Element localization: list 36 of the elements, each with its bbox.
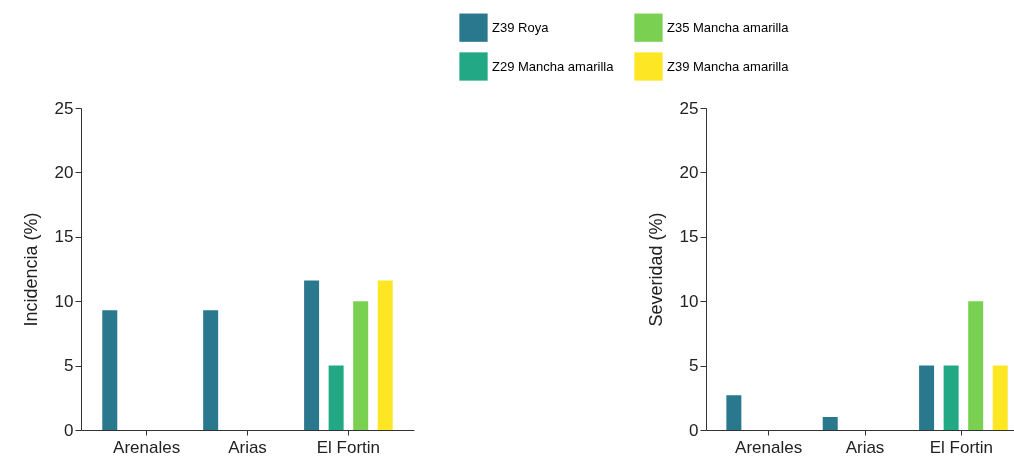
- bar: [304, 280, 320, 430]
- y-tick-label: 0: [64, 420, 74, 440]
- bar: [968, 301, 984, 430]
- bar: [203, 310, 219, 430]
- y-axis-title: Severidad (%): [645, 212, 666, 327]
- x-tick-label: El Fortin: [316, 437, 381, 457]
- bar: [992, 365, 1008, 430]
- y-tick-label: 25: [54, 98, 74, 118]
- y-tick-label: 5: [689, 356, 699, 376]
- legend-label: Z35 Mancha amarilla: [667, 19, 790, 35]
- x-tick-label: Arias: [228, 437, 267, 457]
- bar: [726, 395, 742, 430]
- y-tick-label: 0: [689, 420, 699, 440]
- x-tick-label: Arenales: [113, 437, 181, 457]
- bar: [353, 301, 369, 430]
- bar: [943, 365, 959, 430]
- y-tick-label: 25: [679, 98, 699, 118]
- bar: [822, 417, 838, 430]
- y-tick-label: 20: [679, 162, 699, 182]
- y-tick-label: 15: [54, 227, 74, 247]
- bar: [102, 310, 118, 430]
- bar: [328, 365, 344, 430]
- x-tick-label: El Fortin: [929, 437, 994, 457]
- legend-label: Z29 Mancha amarilla: [492, 58, 615, 74]
- x-tick-label: Arenales: [735, 437, 803, 457]
- y-tick-label: 10: [679, 291, 699, 311]
- y-tick-label: 20: [54, 162, 74, 182]
- y-tick-label: 5: [64, 356, 74, 376]
- legend-label: Z39 Roya: [492, 19, 550, 35]
- bar: [919, 365, 935, 430]
- y-tick-label: 10: [54, 291, 74, 311]
- y-axis-title: Incidencia (%): [20, 212, 41, 327]
- y-tick-label: 15: [679, 227, 699, 247]
- legend-label: Z39 Mancha amarilla: [667, 58, 790, 74]
- bar: [377, 280, 393, 430]
- x-tick-label: Arias: [845, 437, 885, 457]
